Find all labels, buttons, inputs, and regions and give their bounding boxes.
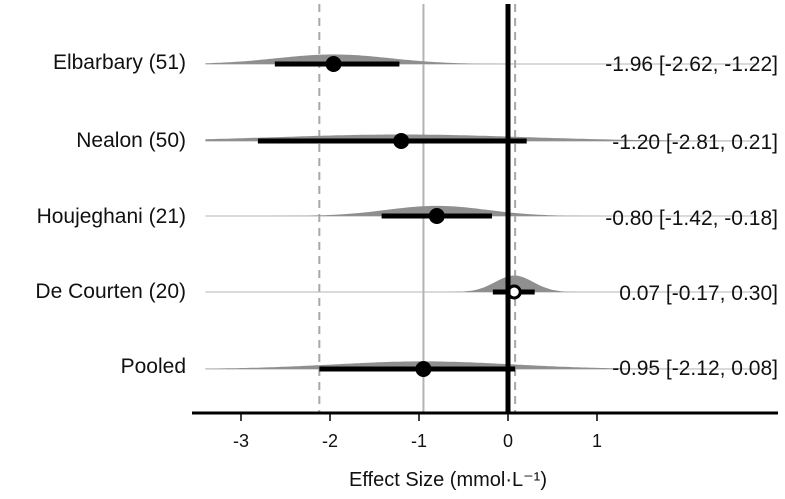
study-label: Elbarbary (51) — [53, 51, 186, 74]
study-row: Houjeghani (21) -0.80 [-1.42, -0.18] — [37, 205, 778, 230]
study-label: Nealon (50) — [76, 129, 186, 152]
x-tick-label: -3 — [233, 431, 249, 451]
study-row: Nealon (50) -1.20 [-2.81, 0.21] — [76, 129, 778, 154]
study-row: Elbarbary (51) -1.96 [-2.62, -1.22] — [53, 51, 778, 76]
study-row: De Courten (20) 0.07 [-0.17, 0.30] — [35, 275, 778, 305]
estimate-annotation: -0.80 [-1.42, -0.18] — [605, 207, 778, 230]
study-label: Pooled — [121, 355, 186, 378]
study-label: De Courten (20) — [35, 280, 186, 303]
x-tick-label: -1 — [411, 431, 427, 451]
x-tick-label: 1 — [592, 431, 602, 451]
study-label: Houjeghani (21) — [37, 205, 186, 228]
x-tick-label: 0 — [503, 431, 513, 451]
point-estimate — [325, 56, 342, 72]
study-rows: Elbarbary (51) -1.96 [-2.62, -1.22] Nealon… — [35, 51, 778, 380]
estimate-annotation: 0.07 [-0.17, 0.30] — [619, 282, 778, 305]
estimate-annotation: -0.95 [-2.12, 0.08] — [612, 357, 778, 380]
estimate-annotation: -1.20 [-2.81, 0.21] — [612, 131, 778, 154]
study-row: Pooled -0.95 [-2.12, 0.08] — [121, 355, 778, 380]
point-estimate — [415, 361, 432, 377]
x-axis-label: Effect Size (mmol·L⁻¹) — [349, 469, 547, 491]
estimate-annotation: -1.96 [-2.62, -1.22] — [605, 53, 778, 76]
x-axis: -3 -2 -1 0 1 — [192, 411, 778, 451]
density-curve — [205, 205, 758, 216]
point-estimate — [428, 208, 445, 224]
x-tick-label: -2 — [322, 431, 338, 451]
point-estimate — [393, 133, 410, 149]
density-curve — [205, 275, 758, 292]
